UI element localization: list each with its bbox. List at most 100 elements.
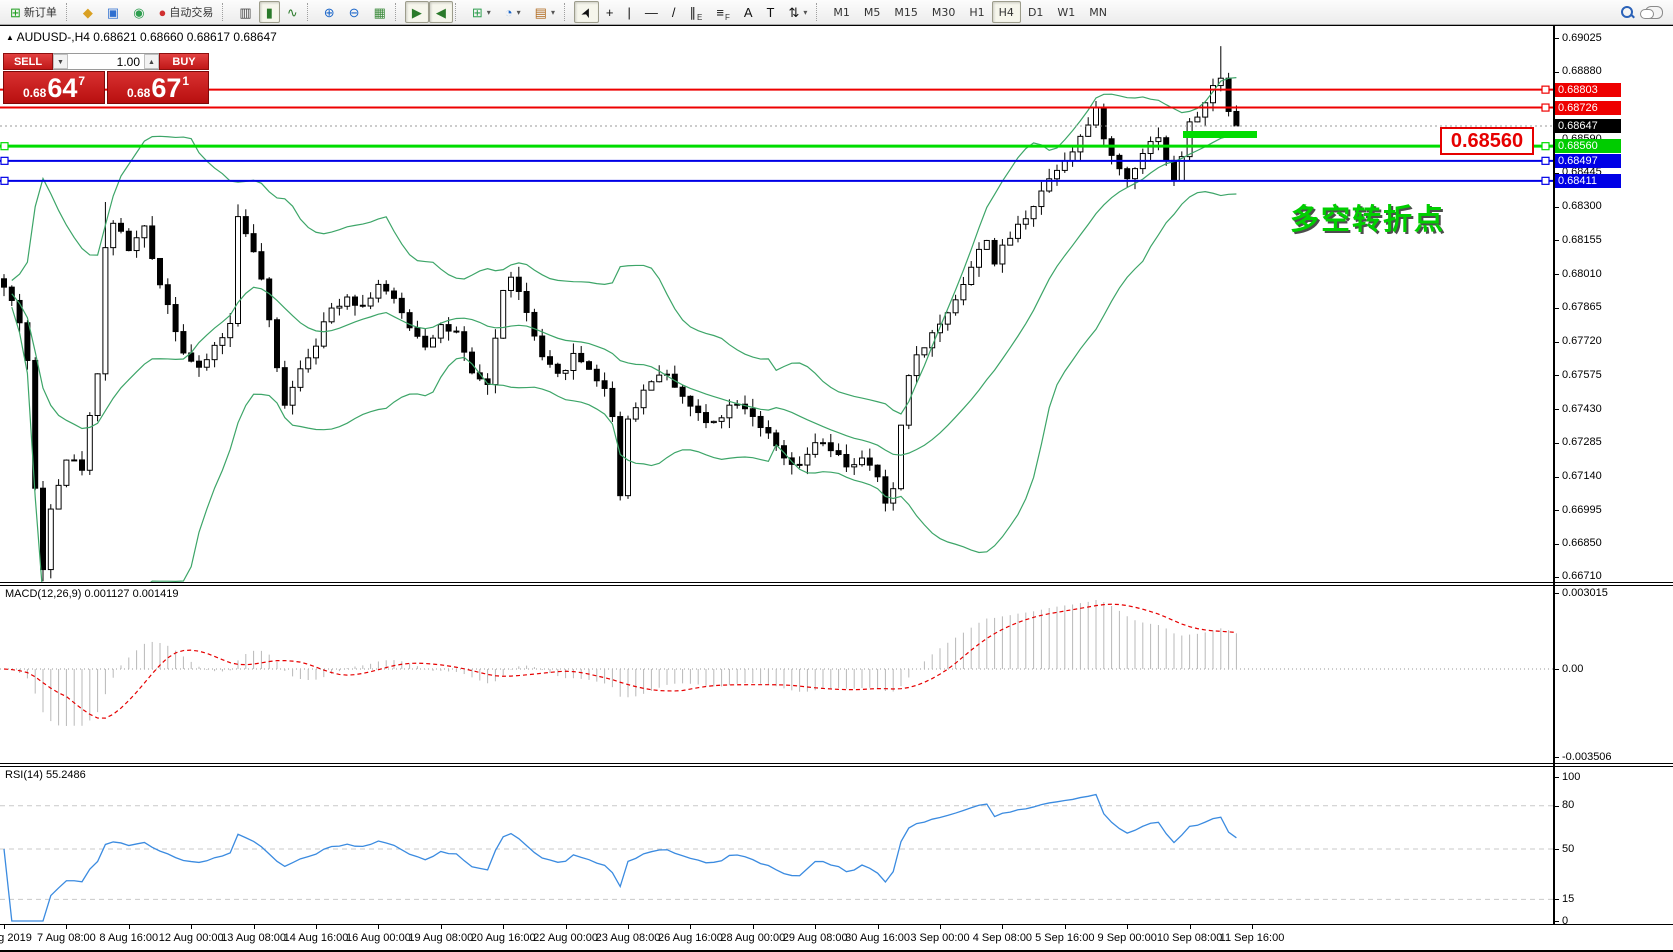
candlestick-chart-button[interactable]: ▮ [258,1,280,23]
collapse-icon[interactable]: ▲ [6,33,14,42]
rsi-indicator-chart[interactable] [0,767,1553,924]
price-tick-label: 0.68300 [1562,200,1602,213]
price-tick-label: 0.67430 [1562,402,1602,415]
toolbar-separator [816,3,822,21]
equidistant-channel-button[interactable]: ∥ E [683,1,710,23]
price-tick [1555,172,1559,174]
tf-m30-button[interactable]: M30 [925,1,963,23]
buy-button[interactable]: BUY [159,53,209,70]
price-tick [1555,476,1559,478]
price-level-annotation[interactable]: 0.68560 [1440,127,1534,155]
toolbar-separator [306,3,313,21]
time-tick [1252,924,1253,929]
equidistant-channel-letter: E [697,13,703,22]
bar-chart-button[interactable]: ▥ [232,1,258,23]
autotrade-icon: ● [158,4,167,20]
tf-w1-label: W1 [1057,5,1076,19]
chart-shift-button[interactable]: ◀ [428,1,453,23]
tf-h1-button[interactable]: H1 [962,1,991,23]
price-line-label: 0.68560 [1555,139,1621,154]
buy-price-display[interactable]: 0.68 67 1 [107,71,209,104]
time-tick [1189,924,1191,929]
charts-profile-button[interactable]: ◆ [76,1,100,23]
price-tick-label: 0.66710 [1562,570,1602,583]
time-tick-label: 26 Aug 16:00 [657,932,723,944]
arrows-button[interactable]: ⇅ ▾ [781,1,814,23]
price-tick [1555,206,1559,208]
panel-separator [0,585,1673,586]
text-label-button[interactable]: T [760,1,782,23]
templates-button[interactable]: ▤ ▾ [528,1,562,23]
search-icon[interactable] [1620,5,1635,20]
panel-separator[interactable] [0,763,1673,764]
macd-tick-label: 0.003015 [1562,586,1608,599]
price-tick-label: 0.68880 [1562,65,1602,78]
time-tick [503,924,505,929]
text-button[interactable]: A [737,1,760,23]
candlestick-chart[interactable] [0,26,1553,582]
trendline-button[interactable]: / [665,1,683,23]
time-tick [565,924,567,929]
buy-price-sup: 1 [182,74,190,88]
tf-mn-button[interactable]: MN [1082,1,1114,23]
line-chart-button[interactable]: ∿ [280,1,305,23]
time-tick [690,924,692,929]
fibonacci-button[interactable]: ≡ F [709,1,736,23]
auto-scroll-button[interactable]: ▶ [404,1,429,23]
tf-m1-button[interactable]: M1 [826,1,857,23]
tf-d1-button[interactable]: D1 [1021,1,1050,23]
tf-m15-button[interactable]: M15 [887,1,925,23]
time-tick-label: 4 Sep 08:00 [972,932,1033,944]
fibonacci-icon: ≡ [716,4,724,20]
crosshair-button[interactable]: + [599,1,621,23]
tf-h4-button[interactable]: H4 [991,1,1021,23]
cursor-button[interactable]: ➤ [573,1,599,23]
time-tick-label: 20 Aug 16:00 [470,932,536,944]
indicators-list-button[interactable]: ⊞ ▾ [465,1,498,23]
buy-price-big: 67 [151,73,182,103]
volume-input[interactable]: 1.00 [116,55,140,69]
volume-down-button[interactable]: ▼ [53,54,68,69]
time-tick-label: 13 Aug 08:00 [221,932,287,944]
price-tick [1555,375,1559,377]
zoom-in-button[interactable]: ⊕ [317,1,342,23]
mql5-community-button[interactable]: ▣ [100,1,126,23]
tile-windows-button[interactable]: ▦ [367,1,393,23]
price-tick [1555,307,1559,309]
volume-up-button[interactable]: ▲ [144,54,159,69]
time-tick [378,924,380,929]
dropdown-caret-icon[interactable]: ▾ [486,7,491,17]
dropdown-caret-icon[interactable]: ▾ [516,7,521,17]
horizontal-scrollbar[interactable] [0,950,1673,952]
panel-separator[interactable] [0,582,1673,583]
price-line-label: 0.68497 [1555,153,1621,168]
sell-button[interactable]: SELL [3,53,53,70]
chat-icon[interactable] [1640,5,1663,19]
time-tick [440,924,442,929]
dropdown-caret-icon[interactable]: ▾ [803,7,808,17]
auto-trading-button[interactable]: ● 自动交易 [152,1,221,23]
tf-w1-button[interactable]: W1 [1050,1,1082,23]
symbol-period-label: AUDUSD-,H4 [16,30,90,44]
horizontal-line-button[interactable]: — [638,1,665,23]
vertical-line-button[interactable]: | [620,1,637,23]
zoom-out-button[interactable]: ⊖ [342,1,367,23]
toolbar-separator [454,3,461,21]
sell-price-display[interactable]: 0.68 64 7 [3,71,105,104]
dropdown-caret-icon[interactable]: ▾ [550,7,555,17]
price-tick-label: 0.67285 [1562,436,1602,449]
signals-button[interactable]: ◉ [126,1,151,23]
highlight-zone[interactable] [1183,131,1257,138]
price-tick-label: 0.67865 [1562,301,1602,314]
tf-m5-button[interactable]: M5 [857,1,888,23]
periods-list-button[interactable]: ◔ ▾ [498,1,528,23]
new-order-button[interactable]: ⊞ 新订单 [3,1,64,23]
new-order-label: 新订单 [23,6,57,19]
fibonacci-letter: F [724,13,730,22]
trend-note-annotation[interactable]: 多空转折点 [1290,202,1446,236]
price-line-label: 0.68411 [1555,173,1621,188]
time-tick-label: 22 Aug 00:00 [533,932,599,944]
macd-indicator-chart[interactable] [0,586,1553,764]
price-axis[interactable]: 0.690250.688800.685900.684450.683000.681… [1555,26,1673,952]
